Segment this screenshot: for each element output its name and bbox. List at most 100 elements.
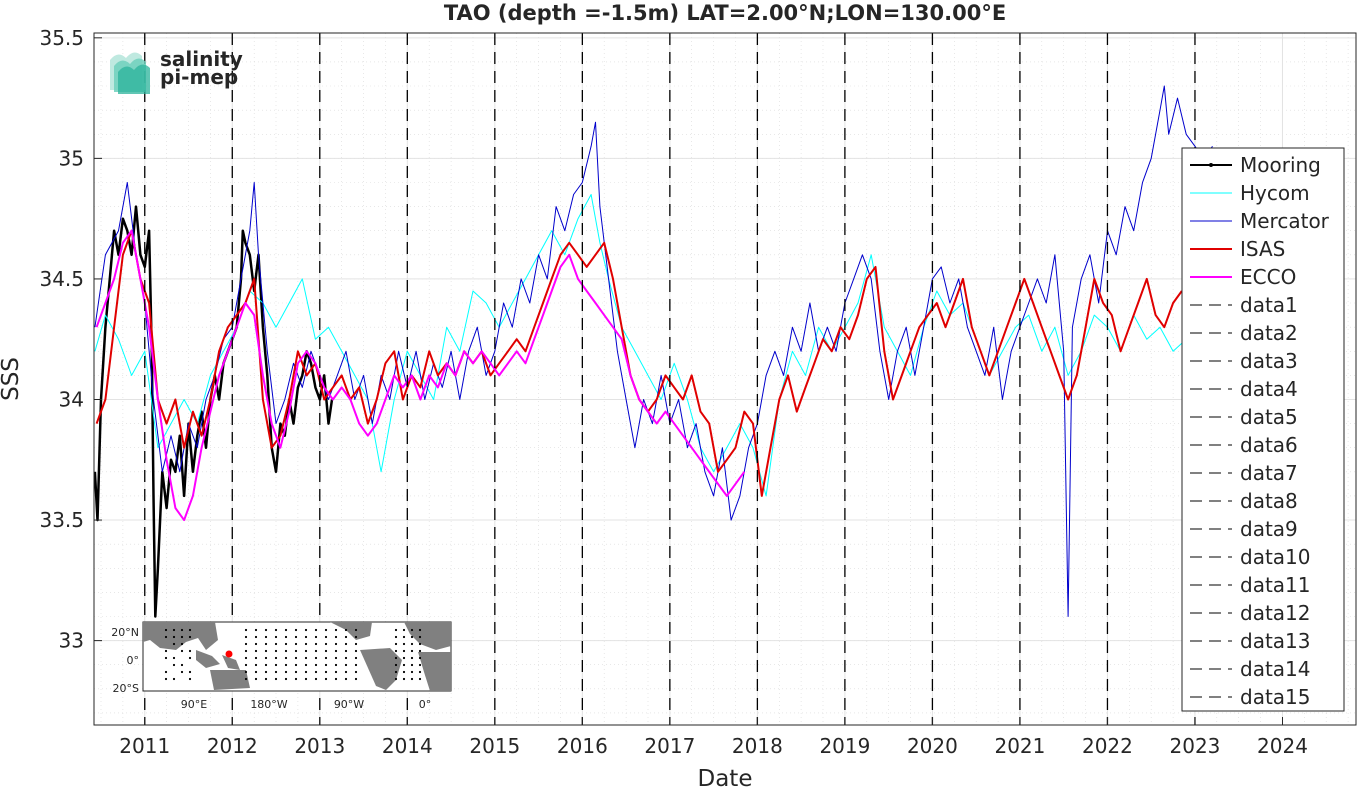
legend-item-mooring: Mooring [1190, 153, 1321, 177]
inset-station-dot [188, 677, 192, 681]
logo-text-salinity: salinity [160, 47, 243, 71]
inset-lon-label-90w: 90°W [334, 698, 364, 711]
inset-station-dot [254, 656, 258, 660]
inset-station-dot [304, 663, 308, 667]
inset-station-dot [314, 663, 318, 667]
chart-title: TAO (depth =-1.5m) LAT=2.00°N;LON=130.00… [444, 1, 1006, 25]
inset-station-dot [284, 649, 288, 653]
legend-label: data3 [1240, 349, 1298, 373]
legend-label: data1 [1240, 293, 1298, 317]
inset-station-dot [254, 628, 258, 632]
inset-station-dot [354, 635, 358, 639]
inset-station-dot [410, 635, 414, 639]
inset-station-dot [344, 670, 348, 674]
legend-label: data2 [1240, 321, 1298, 345]
inset-station-dot [314, 635, 318, 639]
legend-label: data10 [1240, 545, 1311, 569]
inset-station-dot [402, 670, 406, 674]
inset-station-dot [418, 628, 422, 632]
inset-station-dot [394, 656, 398, 660]
inset-station-dot [264, 649, 268, 653]
inset-station-dot [294, 649, 298, 653]
legend-item-data14: data14 [1190, 657, 1311, 681]
inset-station-dot [394, 642, 398, 646]
series-layer [93, 85, 1213, 618]
inset-station-dot [284, 628, 288, 632]
y-tick-label: 35 [59, 146, 84, 170]
legend-item-isas: ISAS [1190, 237, 1285, 261]
legend-item-data6: data6 [1190, 433, 1298, 457]
inset-station-dot [402, 642, 406, 646]
x-tick-label: 2016 [557, 734, 608, 758]
logo-waves-icon [110, 52, 150, 94]
inset-station-dot [354, 642, 358, 646]
inset-station-dot [244, 670, 248, 674]
inset-station-dot [264, 656, 268, 660]
inset-station-dot [418, 642, 422, 646]
inset-station-dot [354, 670, 358, 674]
inset-station-dot [274, 656, 278, 660]
inset-station-dot [172, 663, 176, 667]
inset-station-dot [264, 670, 268, 674]
x-tick-label: 2014 [382, 734, 433, 758]
legend-label: data15 [1240, 685, 1311, 709]
inset-station-dot [294, 635, 298, 639]
x-tick-label: 2011 [119, 734, 170, 758]
x-axis-label: Date [698, 766, 753, 790]
inset-station-dot [394, 649, 398, 653]
inset-station-dot [172, 628, 176, 632]
legend-label: Mercator [1240, 209, 1330, 233]
inset-station-dot [410, 670, 414, 674]
inset-station-dot [304, 656, 308, 660]
y-axis-label: SSS [0, 357, 24, 401]
inset-lon-label-90e: 90°E [181, 698, 207, 711]
legend-item-mercator: Mercator [1190, 209, 1330, 233]
inset-station-dot [274, 635, 278, 639]
inset-station-dot [354, 663, 358, 667]
inset-station-dot [244, 628, 248, 632]
inset-station-dot [188, 670, 192, 674]
legend-label: data8 [1240, 489, 1298, 513]
inset-station-dot [418, 635, 422, 639]
inset-station-dot [314, 642, 318, 646]
series-line-ecco [95, 229, 746, 522]
inset-station-dot [180, 670, 184, 674]
inset-station-dot [164, 656, 168, 660]
legend-label: data9 [1240, 517, 1298, 541]
inset-station-dot [334, 649, 338, 653]
x-tick-label: 2024 [1257, 734, 1308, 758]
inset-station-dot [284, 642, 288, 646]
inset-station-dot [284, 656, 288, 660]
inset-station-dot [254, 670, 258, 674]
inset-station-dot [264, 635, 268, 639]
inset-station-dot [324, 628, 328, 632]
inset-station-dot [402, 635, 406, 639]
inset-station-dot [244, 663, 248, 667]
inset-station-dot [164, 670, 168, 674]
inset-station-dot [172, 656, 176, 660]
inset-station-dot [254, 677, 258, 681]
inset-station-dot [334, 677, 338, 681]
x-tick-label: 2023 [1170, 734, 1221, 758]
inset-station-dot [304, 642, 308, 646]
inset-station-dot [334, 663, 338, 667]
inset-station-dot [254, 635, 258, 639]
inset-lat-label-20n: 20°N [111, 626, 139, 639]
inset-station-dot [284, 677, 288, 681]
legend-label: data4 [1240, 377, 1298, 401]
inset-station-dot [394, 663, 398, 667]
inset-station-dot [324, 656, 328, 660]
inset-station-dot [394, 635, 398, 639]
x-tick-label: 2013 [294, 734, 345, 758]
inset-station-dot [354, 677, 358, 681]
inset-station-dot [344, 628, 348, 632]
inset-station-dot [334, 635, 338, 639]
legend-label: data12 [1240, 601, 1311, 625]
inset-station-dot [188, 628, 192, 632]
inset-station-dot [344, 642, 348, 646]
inset-station-dot [188, 656, 192, 660]
inset-station-dot [274, 642, 278, 646]
inset-station-dot [394, 677, 398, 681]
y-tick-label: 33 [59, 629, 84, 653]
